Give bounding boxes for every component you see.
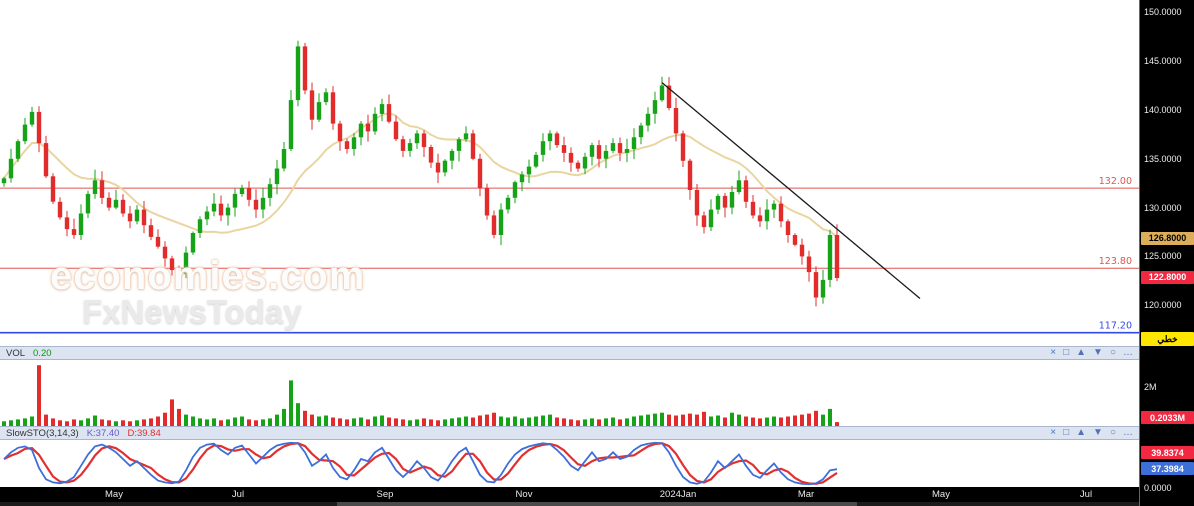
time-axis-label: Nov: [515, 489, 533, 500]
sto-chart[interactable]: [0, 440, 1139, 487]
more-options-icon[interactable]: …: [1123, 427, 1133, 438]
sto-panel-controls: × □ ▲ ▼ ○ …: [1050, 427, 1133, 439]
maximize-icon[interactable]: □: [1063, 347, 1070, 358]
volume-panel-header: VOL 0.20 × □ ▲ ▼ ○ …: [0, 346, 1139, 360]
volume-panel-value: 0.20: [33, 347, 52, 359]
settings-icon[interactable]: ○: [1109, 427, 1116, 438]
candlestick-chart[interactable]: 132.00 123.80 117.20: [0, 0, 1139, 346]
close-icon[interactable]: ×: [1050, 427, 1057, 438]
price-tick-label: 125.0000: [1144, 251, 1182, 262]
price-axis[interactable]: 2M 0.2033M 39.8374 37.3984 0.0000 150.00…: [1139, 0, 1194, 506]
price-tick-label: 130.0000: [1144, 202, 1182, 213]
maximize-icon[interactable]: □: [1063, 427, 1070, 438]
settings-icon[interactable]: ○: [1109, 347, 1116, 358]
sto-panel-header: SlowSTO(3,14,3) K:37.40 D:39.84 × □ ▲ ▼ ○ …: [0, 426, 1139, 440]
svg-text:123.80: 123.80: [1099, 256, 1132, 267]
time-axis-label: May: [105, 489, 123, 500]
ask-price-badge: 126.8000: [1141, 231, 1194, 245]
horizontal-scrollbar[interactable]: [0, 502, 1139, 506]
sto-k-value: K:37.40: [86, 427, 120, 439]
chart-type-badge: خطي: [1141, 332, 1194, 347]
sto-pane[interactable]: [0, 440, 1139, 487]
price-tick-label: 150.0000: [1144, 7, 1182, 18]
move-up-icon[interactable]: ▲: [1076, 347, 1087, 358]
volume-pane[interactable]: [0, 360, 1139, 426]
time-axis-label: Jul: [231, 489, 245, 500]
price-pane[interactable]: 132.00 123.80 117.20: [0, 0, 1139, 346]
volume-axis-label: 2M: [1144, 382, 1157, 392]
sto-d-value: D:39.84: [127, 427, 161, 439]
sto-d-badge: 39.8374: [1141, 446, 1194, 459]
move-down-icon[interactable]: ▼: [1093, 427, 1103, 438]
move-down-icon[interactable]: ▼: [1093, 347, 1103, 358]
time-axis[interactable]: May Jul Sep Nov 2024Jan Mar May Jul: [0, 487, 1139, 502]
volume-value-badge: 0.2033M: [1141, 411, 1194, 424]
price-tick-label: 145.0000: [1144, 56, 1182, 67]
move-up-icon[interactable]: ▲: [1076, 427, 1087, 438]
more-options-icon[interactable]: …: [1123, 347, 1133, 358]
volume-chart[interactable]: [0, 360, 1139, 426]
svg-text:117.20: 117.20: [1099, 321, 1132, 332]
price-tick-label: 135.0000: [1144, 153, 1182, 164]
sto-panel-title: SlowSTO(3,14,3): [6, 427, 79, 439]
sto-axis-bottom-label: 0.0000: [1144, 483, 1172, 493]
price-tick-label: 140.0000: [1144, 104, 1182, 115]
volume-panel-controls: × □ ▲ ▼ ○ …: [1050, 347, 1133, 359]
close-icon[interactable]: ×: [1050, 347, 1057, 358]
volume-panel-title: VOL: [6, 347, 26, 359]
scrollbar-handle[interactable]: [337, 502, 857, 506]
time-axis-label: May: [932, 489, 950, 500]
time-axis-label: 2024Jan: [659, 489, 697, 500]
time-axis-label: Sep: [376, 489, 394, 500]
time-axis-label: Jul: [1079, 489, 1093, 500]
time-axis-label: Mar: [797, 489, 815, 500]
last-price-badge: 122.8000: [1141, 270, 1194, 284]
svg-text:132.00: 132.00: [1099, 176, 1132, 187]
price-tick-label: 120.0000: [1144, 300, 1182, 311]
sto-k-badge: 37.3984: [1141, 462, 1194, 475]
